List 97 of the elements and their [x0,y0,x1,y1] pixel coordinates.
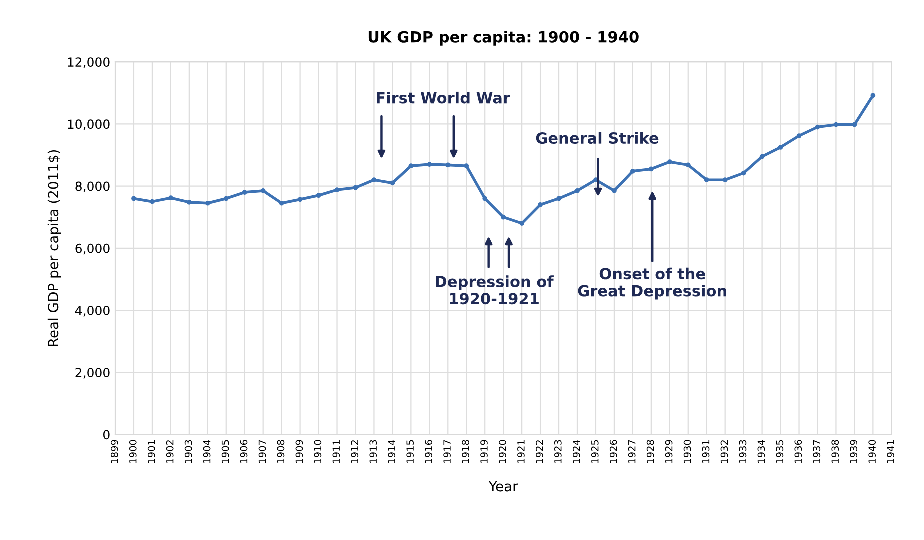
y-tick-label: 12,000 [68,58,110,68]
point [242,190,248,195]
x-tick-label: 1912 [351,440,359,464]
point [408,164,414,169]
x-tick-label: 1939 [850,440,858,464]
point [482,196,488,202]
x-tick-label: 1922 [536,440,544,464]
x-tick-label: 1902 [166,440,174,464]
x-tick-label: 1917 [444,440,451,464]
x-tick-label: 1935 [776,440,784,464]
point [279,200,284,206]
x-tick-label: 1928 [646,440,654,464]
point [834,122,839,128]
point [334,188,340,192]
annotation: First World War [377,92,510,104]
x-tick-label: 1904 [203,440,211,464]
x-tick-label: 1908 [277,440,285,464]
x-tick-label: 1899 [110,440,118,464]
x-tick-label: 1934 [758,440,766,464]
y-axis-title: Real GDP per capita (2011$) [48,150,62,346]
point [538,202,543,208]
point [852,122,858,128]
x-tick-label: 1911 [332,440,340,464]
point [132,196,136,202]
x-tick-label: 1929 [665,440,673,464]
point [630,168,636,174]
point [390,180,396,186]
x-tick-label: 1933 [739,440,747,464]
x-tick-label: 1906 [240,440,248,464]
x-tick-label: 1905 [222,440,230,464]
x-tick-label: 1931 [702,440,710,464]
x-tick-label: 1937 [813,440,821,464]
point [520,221,524,226]
point [778,145,784,150]
point [186,200,192,205]
point [260,188,266,194]
x-tick-label: 1907 [258,440,266,464]
point [870,93,876,98]
point [556,196,562,202]
x-axis-title: Year [488,481,518,492]
x-tick-label: 1923 [554,440,562,464]
point [501,214,506,220]
x-tick-label: 1910 [314,440,322,464]
x-tick-label: 1920 [499,440,506,464]
y-tick-label: 4,000 [75,306,110,317]
point [464,164,470,169]
point [704,178,710,183]
x-tick-label: 1940 [868,440,876,464]
annotation: General Strike [536,132,659,144]
x-tick-label: 1938 [832,440,840,464]
point [316,193,322,198]
point [612,188,617,194]
x-tick-label: 1913 [370,440,378,464]
x-tick-label: 1901 [148,440,156,464]
point [150,199,155,204]
point [353,185,358,190]
point [686,162,691,168]
point [722,178,728,183]
point [796,134,802,138]
point [427,162,432,167]
x-tick-label: 1916 [425,440,432,464]
point [648,166,654,172]
point [575,188,580,194]
x-tick-label: 1914 [388,440,396,464]
point [741,170,746,176]
chart-title: UK GDP per capita: 1900 - 1940 [368,31,639,46]
point [168,196,174,201]
x-tick-label: 1927 [628,440,636,464]
point [205,200,210,206]
point [446,162,451,168]
point [372,178,377,183]
x-tick-label: 1921 [518,440,525,464]
x-tick-label: 1936 [794,440,802,464]
y-tick-label: 2,000 [76,368,110,379]
point [298,197,303,202]
x-tick-label: 1924 [572,440,580,464]
x-tick-label: 1915 [406,440,414,464]
x-tick-label: 1918 [462,440,470,464]
point [760,154,765,160]
point [224,196,229,202]
annotation: Onset of the Great Depression [578,268,726,300]
x-tick-label: 1903 [184,440,192,464]
x-tick-label: 1926 [610,440,618,464]
x-tick-label: 1932 [720,440,728,464]
y-tick-label: 10,000 [68,120,110,130]
y-tick-label: 6,000 [76,244,110,255]
y-tick-label: 8,000 [76,182,110,192]
x-tick-label: 1941 [887,440,894,464]
x-tick-label: 1925 [591,440,599,464]
annotation: Depression of 1920-1921 [436,276,554,305]
x-tick-label: 1919 [480,440,488,464]
point [815,124,820,130]
point [667,160,672,165]
x-tick-label: 1909 [296,440,304,464]
y-tick-label: 0 [104,430,110,440]
x-tick-label: 1930 [684,440,692,464]
x-tick-label: 1900 [129,440,137,464]
